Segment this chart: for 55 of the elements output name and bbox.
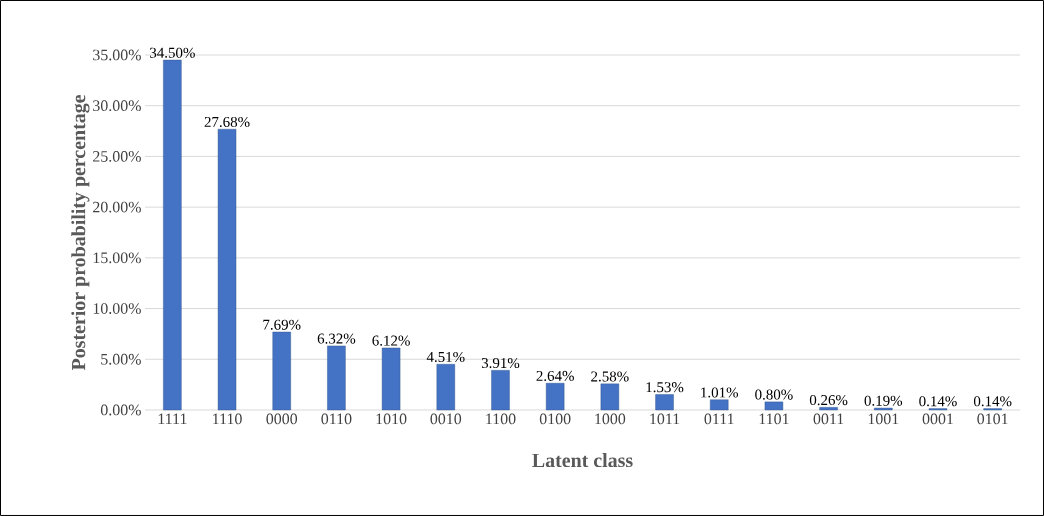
data-label: 0.80% bbox=[755, 389, 793, 400]
bar bbox=[655, 394, 674, 411]
y-tick-label: 35.00% bbox=[93, 49, 141, 61]
bar bbox=[491, 370, 510, 411]
bar bbox=[327, 345, 346, 411]
x-tick-label: 1010 bbox=[376, 413, 407, 425]
data-label: 1.01% bbox=[701, 387, 739, 398]
x-tick-label: 1101 bbox=[759, 413, 789, 425]
x-tick-label: 0011 bbox=[813, 413, 844, 425]
x-axis-title: Latent class bbox=[532, 453, 633, 468]
bar bbox=[545, 383, 565, 411]
y-axis-title: Posterior probability percentage bbox=[71, 95, 90, 371]
data-label: 0.14% bbox=[973, 396, 1012, 407]
bar bbox=[217, 129, 237, 411]
data-label: 2.64% bbox=[536, 370, 574, 382]
data-label: 6.32% bbox=[317, 333, 356, 344]
bar bbox=[710, 399, 729, 411]
y-tick-label: 20.00% bbox=[93, 201, 141, 213]
x-tick-label: 0110 bbox=[321, 413, 352, 425]
x-tick-label: 0100 bbox=[539, 413, 571, 425]
data-label: 3.91% bbox=[481, 357, 520, 369]
bar bbox=[272, 331, 291, 411]
data-label: 6.12% bbox=[372, 335, 410, 346]
x-tick-label: 0111 bbox=[704, 413, 734, 425]
data-label: 2.58% bbox=[591, 371, 629, 382]
data-label: 7.69% bbox=[263, 319, 301, 330]
x-tick-label: 0101 bbox=[977, 413, 1008, 425]
x-tick-label: 1100 bbox=[486, 413, 516, 425]
y-tick-label: 15.00% bbox=[93, 252, 141, 264]
y-tick-label: 0.00% bbox=[100, 404, 141, 416]
bar bbox=[764, 401, 784, 411]
data-label: 4.51% bbox=[426, 351, 465, 363]
bar bbox=[163, 59, 182, 411]
x-tick-label: 1111 bbox=[158, 413, 187, 425]
data-label: 34.50% bbox=[150, 47, 195, 58]
y-tick-label: 5.00% bbox=[101, 353, 141, 365]
data-label: 0.19% bbox=[864, 395, 903, 406]
data-label: 0.14% bbox=[919, 396, 957, 407]
x-tick-label: 0010 bbox=[430, 413, 462, 425]
bar bbox=[600, 383, 620, 411]
y-tick-label: 30.00% bbox=[93, 100, 141, 112]
y-tick-label: 25.00% bbox=[93, 151, 141, 162]
data-label: 0.26% bbox=[809, 395, 848, 406]
x-tick-label: 1000 bbox=[595, 413, 626, 425]
data-label: 27.68% bbox=[204, 116, 250, 128]
bar bbox=[819, 407, 838, 411]
x-tick-label: 1001 bbox=[868, 413, 899, 425]
y-tick-label: 10.00% bbox=[93, 303, 141, 314]
x-tick-label: 1110 bbox=[213, 413, 242, 425]
bar bbox=[436, 364, 455, 411]
x-tick-label: 1011 bbox=[650, 413, 680, 425]
data-label: 1.53% bbox=[646, 382, 684, 393]
bar bbox=[381, 347, 401, 411]
x-tick-label: 0001 bbox=[922, 413, 953, 425]
x-tick-label: 0000 bbox=[266, 413, 298, 425]
